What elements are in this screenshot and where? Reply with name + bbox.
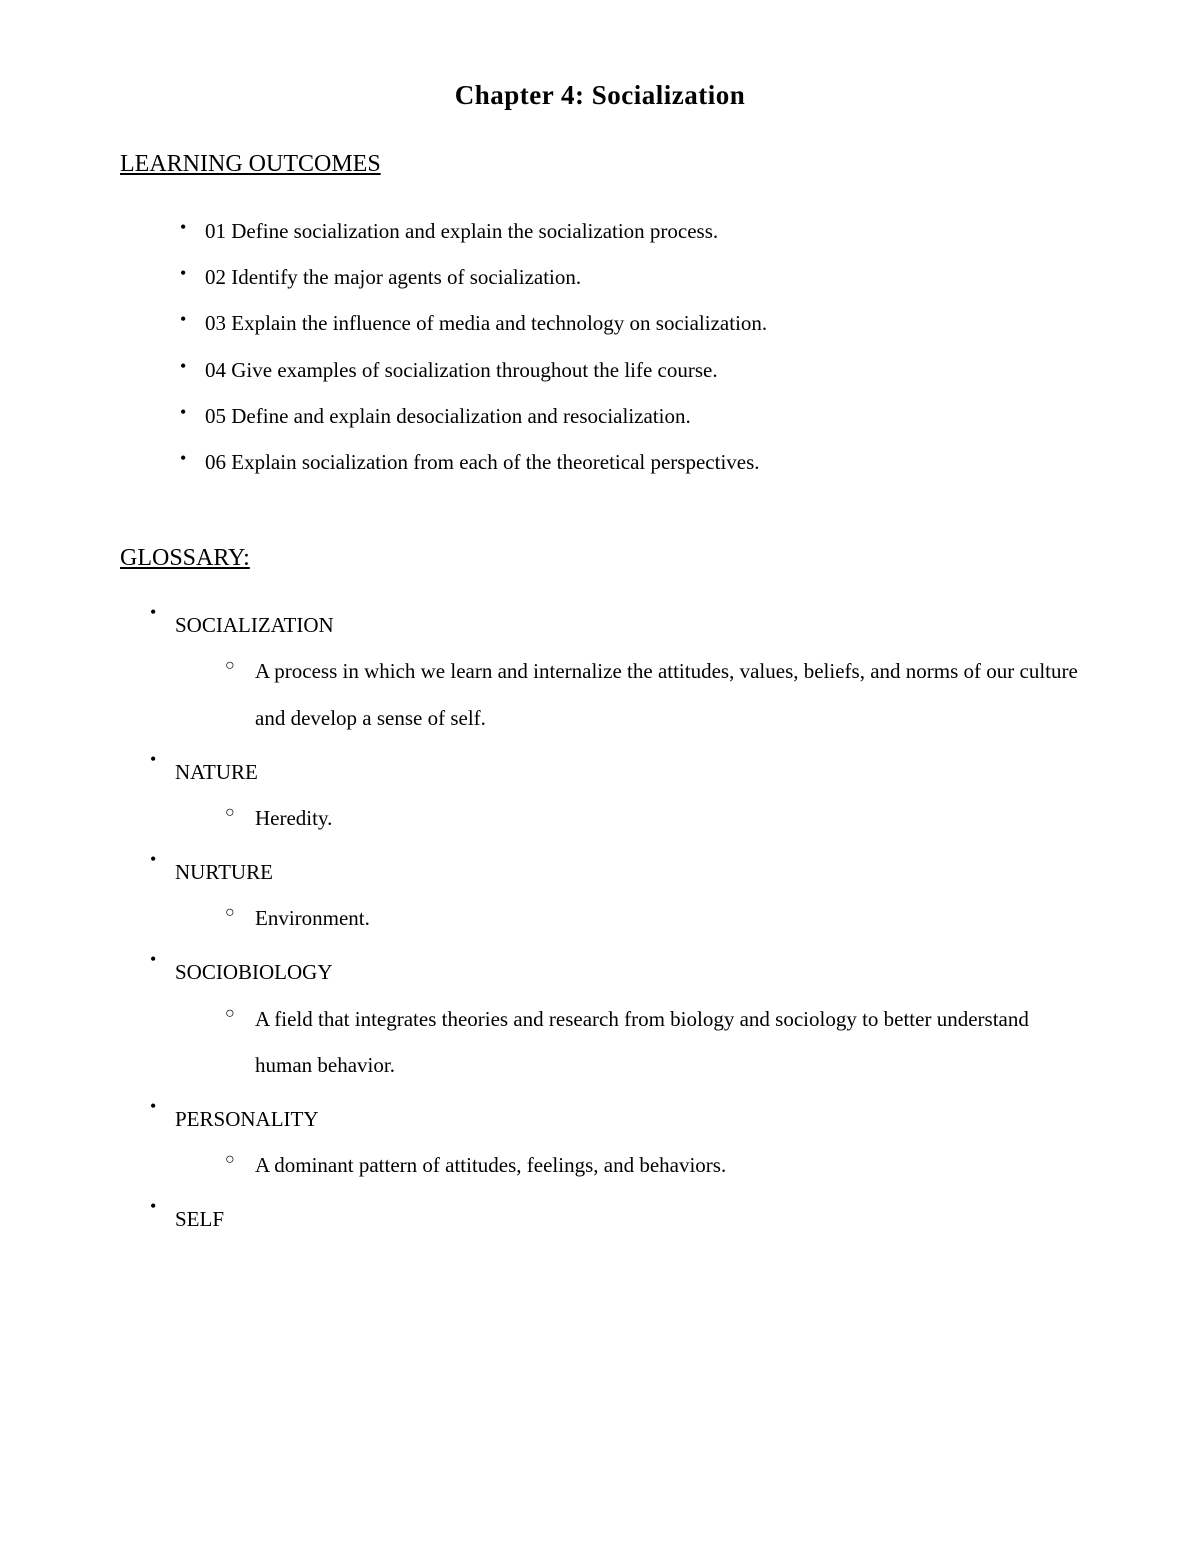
definition-list: A dominant pattern of attitudes, feeling…: [175, 1142, 1080, 1188]
definition-list: Heredity.: [175, 795, 1080, 841]
glossary-term: SOCIALIZATION: [175, 602, 1080, 648]
outcome-item: 06 Explain socialization from each of th…: [180, 439, 1080, 485]
glossary-list: SOCIALIZATION A process in which we lear…: [120, 602, 1080, 1242]
glossary-entry: SOCIOBIOLOGY A field that integrates the…: [150, 949, 1080, 1088]
glossary-definition: Environment.: [225, 895, 1080, 941]
learning-outcomes-heading: LEARNING OUTCOMES: [120, 151, 1080, 178]
glossary-entry: SELF: [150, 1196, 1080, 1242]
glossary-term: SELF: [175, 1196, 1080, 1242]
outcome-item: 03 Explain the influence of media and te…: [180, 300, 1080, 346]
outcome-item: 01 Define socialization and explain the …: [180, 208, 1080, 254]
glossary-definition: A dominant pattern of attitudes, feeling…: [225, 1142, 1080, 1188]
chapter-title: Chapter 4: Socialization: [120, 80, 1080, 111]
glossary-entry: NATURE Heredity.: [150, 749, 1080, 841]
outcome-item: 02 Identify the major agents of socializ…: [180, 254, 1080, 300]
learning-outcomes-list: 01 Define socialization and explain the …: [120, 208, 1080, 485]
definition-list: Environment.: [175, 895, 1080, 941]
outcome-item: 04 Give examples of socialization throug…: [180, 347, 1080, 393]
glossary-entry: PERSONALITY A dominant pattern of attitu…: [150, 1096, 1080, 1188]
glossary-entry: NURTURE Environment.: [150, 849, 1080, 941]
glossary-term: NATURE: [175, 749, 1080, 795]
glossary-term: SOCIOBIOLOGY: [175, 949, 1080, 995]
glossary-definition: A process in which we learn and internal…: [225, 648, 1080, 740]
glossary-heading: GLOSSARY:: [120, 545, 1080, 572]
definition-list: A process in which we learn and internal…: [175, 648, 1080, 740]
glossary-term: NURTURE: [175, 849, 1080, 895]
glossary-entry: SOCIALIZATION A process in which we lear…: [150, 602, 1080, 741]
glossary-definition: A field that integrates theories and res…: [225, 996, 1080, 1088]
glossary-definition: Heredity.: [225, 795, 1080, 841]
definition-list: A field that integrates theories and res…: [175, 996, 1080, 1088]
outcome-item: 05 Define and explain desocialization an…: [180, 393, 1080, 439]
glossary-term: PERSONALITY: [175, 1096, 1080, 1142]
